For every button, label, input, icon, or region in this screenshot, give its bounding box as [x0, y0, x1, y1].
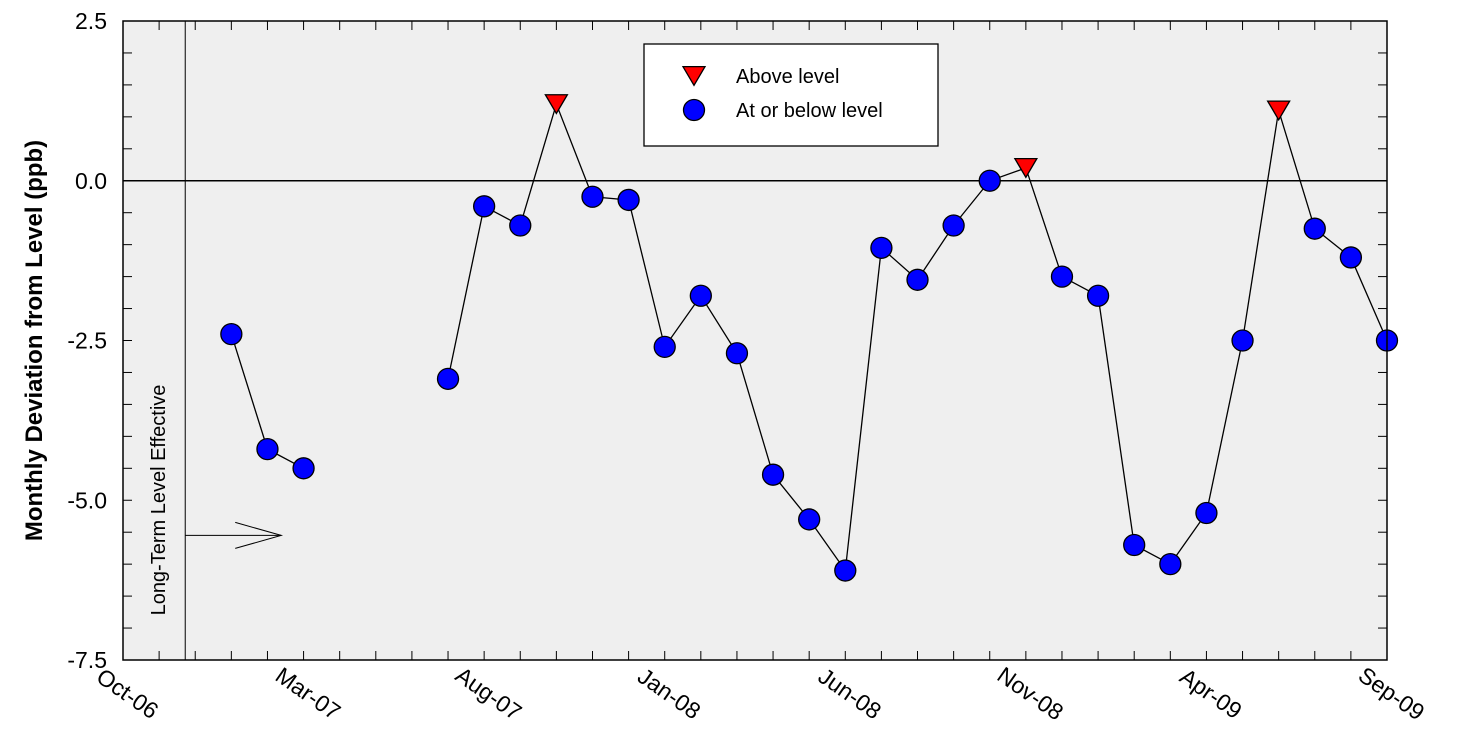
data-point-circle	[1123, 533, 1146, 557]
data-point-triangle	[1266, 100, 1291, 122]
data-point-circle	[1231, 329, 1254, 352]
legend-label: Above level	[736, 66, 839, 88]
legend-marker-triangle	[681, 66, 707, 87]
data-point-triangle	[1013, 157, 1038, 179]
data-point-circle	[472, 195, 496, 218]
plot-frame	[122, 20, 1388, 661]
data-point-circle	[798, 508, 821, 531]
y-axis-label: Monthly Deviation from Level (ppb)	[21, 140, 48, 541]
data-point-triangle	[544, 94, 569, 115]
x-tick-label: Mar-07	[271, 662, 346, 725]
data-point-circle	[761, 463, 785, 486]
x-tick-label: Jun-08	[814, 663, 887, 725]
data-point-circle	[978, 169, 1001, 192]
data-point-circle	[942, 214, 965, 237]
y-tick-label: -5.0	[67, 487, 107, 513]
data-point-circle	[1159, 553, 1182, 576]
data-point-circle	[1303, 217, 1326, 240]
y-tick-labels: 2.5 0.0 -2.5 -5.0 -7.5	[67, 8, 107, 673]
data-point-circle	[1050, 265, 1074, 288]
data-point-circle	[689, 284, 712, 307]
x-tick-label: Aug-07	[451, 662, 527, 726]
data-point-circle	[653, 335, 676, 359]
legend-box	[643, 43, 939, 147]
data-point-circle	[581, 185, 604, 208]
data-point-circle	[292, 457, 315, 480]
data-point-circle	[509, 214, 532, 237]
data-point-circle	[1195, 501, 1218, 525]
annotation-arrow	[185, 521, 284, 549]
data-point-circle	[725, 342, 749, 365]
x-tick-label: Apr-09	[1175, 663, 1246, 724]
y-tick-label: 2.5	[75, 8, 107, 34]
data-point-circle	[256, 437, 279, 461]
data-point-circle	[617, 188, 640, 212]
data-point-circle	[906, 268, 929, 291]
data-point-circle	[834, 559, 857, 582]
arrow-head	[235, 521, 284, 549]
y-tick-label: -2.5	[67, 328, 107, 354]
x-tick-label: Sep-09	[1354, 662, 1430, 726]
x-tick-labels: Oct-06 Mar-07 Aug-07 Jan-08 Jun-08 Nov-08 Apr-…	[92, 662, 1430, 726]
data-point-circle	[436, 367, 460, 390]
data-point-circle	[1339, 246, 1363, 269]
annotation-label: Long-Term Level Effective	[148, 385, 170, 616]
reference-lines	[123, 21, 1387, 660]
x-tick-label: Nov-08	[993, 662, 1069, 726]
legend: Above level At or below level	[643, 43, 939, 147]
y-tick-label: 0.0	[75, 168, 107, 194]
x-tick-label: Jan-08	[633, 663, 706, 725]
y-tick-label: -7.5	[67, 647, 107, 673]
data-point-circle	[1086, 284, 1110, 307]
x-tick-label: Oct-06	[92, 663, 163, 724]
data-point-circle	[220, 322, 243, 346]
data-points	[220, 94, 1399, 582]
legend-marker-circle	[682, 98, 706, 122]
legend-label: At or below level	[736, 100, 883, 122]
data-point-circle	[870, 236, 893, 259]
